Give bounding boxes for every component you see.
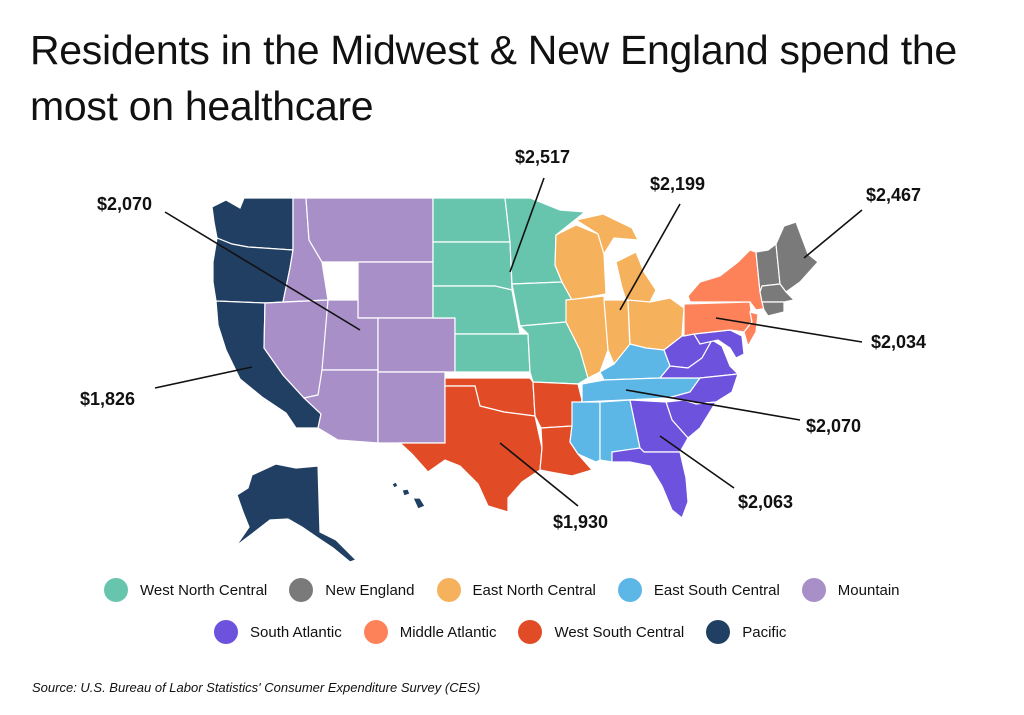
leader-new-england	[803, 209, 863, 259]
legend-label: East South Central	[653, 581, 780, 599]
state-kansas	[454, 333, 531, 373]
legend-label: Mountain	[837, 581, 900, 599]
state-maryland-delaware	[693, 329, 745, 359]
leader-east-north-central	[619, 203, 681, 311]
legend-item-new-england: New England	[289, 578, 415, 602]
state-maine	[775, 221, 819, 293]
legend-label: West North Central	[140, 581, 268, 599]
legend-item-west-south-central: West South Central	[518, 620, 684, 644]
leader-west-north-central	[509, 177, 545, 273]
value-label-middle-atlantic: $2,034	[871, 332, 926, 352]
legend-row: South Atlantic Middle Atlantic West South …	[214, 620, 808, 644]
legend-label: Pacific	[742, 623, 787, 641]
value-label-west-south-central: $1,930	[553, 512, 608, 532]
legend-item-west-north-central: West North Central	[104, 578, 267, 602]
region-east-north-central	[554, 213, 685, 379]
legend-item-south-atlantic: South Atlantic	[214, 620, 342, 644]
legend-swatch	[289, 578, 314, 602]
legend-label: New England	[325, 581, 415, 599]
legend-swatch	[706, 620, 731, 644]
legend-swatch	[801, 578, 826, 602]
state-connecticut-rhode-island	[761, 301, 785, 317]
legend-label: South Atlantic	[250, 623, 342, 641]
legend-swatch	[518, 620, 543, 644]
state-iowa	[511, 281, 573, 327]
source-note: Source: U.S. Bureau of Labor Statistics'…	[32, 680, 481, 695]
state-new-jersey	[743, 311, 759, 348]
region-west-south-central	[398, 377, 594, 513]
value-label-new-england: $2,467	[866, 185, 921, 205]
state-alaska	[235, 463, 358, 563]
legend-swatch	[363, 620, 388, 644]
leader-south-atlantic	[659, 435, 735, 489]
state-south-dakota	[432, 241, 513, 291]
value-label-east-north-central: $2,199	[650, 174, 705, 194]
value-label-east-south-central: $2,070	[806, 416, 861, 436]
legend-label: East North Central	[472, 581, 596, 599]
legend-swatch	[104, 578, 128, 602]
legend-swatch	[436, 578, 461, 602]
region-new-england	[755, 221, 819, 317]
legend-item-east-north-central: East North Central	[436, 578, 596, 602]
state-new-mexico	[377, 371, 446, 444]
value-label-pacific: $1,826	[80, 389, 135, 409]
legend-label: Middle Atlantic	[399, 623, 497, 641]
leader-west-south-central	[499, 442, 579, 507]
state-colorado	[377, 317, 456, 373]
leader-pacific	[154, 366, 253, 389]
state-hawaii	[391, 481, 426, 510]
state-florida	[611, 447, 689, 519]
state-texas	[398, 385, 543, 513]
region-west-north-central	[432, 197, 589, 385]
legend-swatch	[617, 578, 642, 602]
legend-row: West North Central New England East North …	[104, 578, 922, 602]
leader-east-south-central	[625, 389, 801, 421]
state-north-dakota	[432, 197, 511, 243]
leader-mountain	[164, 211, 361, 331]
legend-item-mountain: Mountain	[801, 578, 900, 602]
legend-item-east-south-central: East South Central	[617, 578, 780, 602]
legend-item-middle-atlantic: Middle Atlantic	[363, 620, 497, 644]
leader-middle-atlantic	[715, 317, 863, 343]
legend-item-pacific: Pacific	[706, 620, 786, 644]
region-south-atlantic	[611, 329, 745, 519]
state-new-york	[687, 249, 769, 311]
legend-label: West South Central	[554, 623, 685, 641]
state-montana	[305, 197, 434, 263]
value-label-west-north-central: $2,517	[515, 147, 570, 167]
legend-swatch	[214, 620, 238, 644]
state-wyoming	[357, 261, 434, 319]
state-wisconsin	[554, 224, 607, 301]
value-label-mountain: $2,070	[97, 194, 152, 214]
value-label-south-atlantic: $2,063	[738, 492, 793, 512]
chart-title: Residents in the Midwest & New England s…	[30, 27, 957, 129]
